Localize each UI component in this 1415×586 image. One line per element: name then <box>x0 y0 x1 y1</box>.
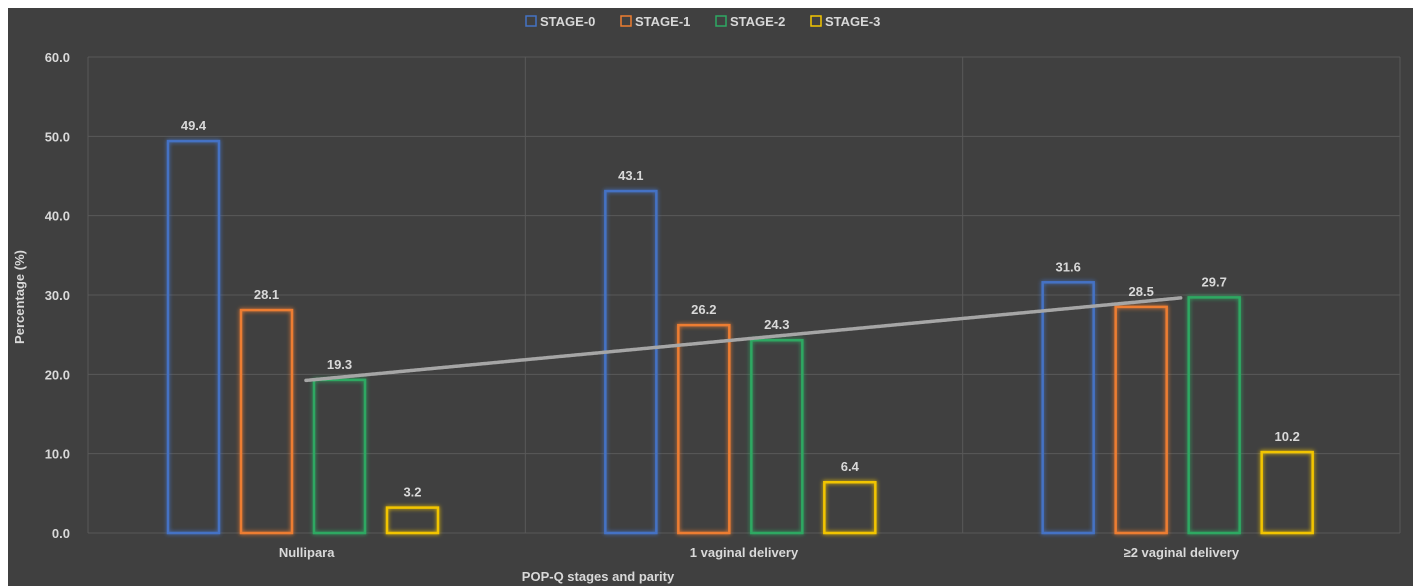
y-tick-label: 20.0 <box>45 367 70 382</box>
data-label: 3.2 <box>403 485 421 500</box>
bar-stage-2-2 <box>1187 296 1241 535</box>
y-tick-label: 30.0 <box>45 288 70 303</box>
bar-stage-3-1 <box>823 480 877 535</box>
data-labels: 49.4 43.1 31.6 28.1 26.2 28.5 19.3 24.3 29.7 3.2 6… <box>181 118 1300 500</box>
bar-stage-0-0 <box>166 139 221 535</box>
data-label: 19.3 <box>327 357 352 372</box>
x-tick-label: 1 vaginal delivery <box>690 545 799 560</box>
y-axis-ticks: 0.0 10.0 20.0 30.0 40.0 50.0 60.0 <box>45 50 70 541</box>
data-label: 43.1 <box>618 168 643 183</box>
data-label: 31.6 <box>1056 259 1081 274</box>
data-label: 10.2 <box>1275 429 1300 444</box>
y-tick-label: 10.0 <box>45 447 70 462</box>
legend-swatch-stage-2 <box>715 15 727 27</box>
legend-swatch-stage-3 <box>810 15 822 27</box>
x-axis-ticks: Nullipara 1 vaginal delivery ≥2 vaginal de… <box>279 545 1240 560</box>
legend-swatch-stage-0 <box>525 15 537 27</box>
bar-stage-2-0 <box>312 378 367 535</box>
legend-label: STAGE-1 <box>635 14 690 29</box>
x-tick-label: Nullipara <box>279 545 335 560</box>
y-axis-label: Percentage (%) <box>12 250 27 344</box>
legend-label: STAGE-3 <box>825 14 880 29</box>
x-axis-label: POP-Q stages and parity <box>522 569 675 584</box>
bar-stage-1-2 <box>1114 305 1168 535</box>
bar-stage-1-0 <box>239 308 294 535</box>
legend: STAGE-0 STAGE-1 STAGE-2 STAGE-3 <box>525 14 880 29</box>
gridlines <box>87 56 1401 534</box>
data-label: 49.4 <box>181 118 207 133</box>
bar-stage-3-2 <box>1260 450 1314 535</box>
trendline <box>304 296 1183 383</box>
trendline-stage-2 <box>304 296 1183 383</box>
legend-swatch-stage-1 <box>620 15 632 27</box>
data-label: 28.1 <box>254 287 279 302</box>
bar-stage-1-1 <box>677 323 731 535</box>
data-label: 29.7 <box>1202 274 1227 289</box>
data-label: 26.2 <box>691 302 716 317</box>
legend-label: STAGE-0 <box>540 14 595 29</box>
y-tick-label: 60.0 <box>45 50 70 65</box>
bar-stage-3-0 <box>385 506 440 535</box>
legend-label: STAGE-2 <box>730 14 785 29</box>
y-tick-label: 0.0 <box>52 526 70 541</box>
data-label: 6.4 <box>841 459 860 474</box>
bar-stage-2-1 <box>750 338 804 535</box>
data-label: 24.3 <box>764 317 789 332</box>
x-tick-label: ≥2 vaginal delivery <box>1124 545 1240 560</box>
bar-stage-0-2 <box>1041 281 1095 535</box>
bar-stage-0-1 <box>604 189 658 535</box>
y-tick-label: 40.0 <box>45 209 70 224</box>
data-label: 28.5 <box>1129 284 1154 299</box>
bars <box>166 139 1314 535</box>
y-tick-label: 50.0 <box>45 129 70 144</box>
